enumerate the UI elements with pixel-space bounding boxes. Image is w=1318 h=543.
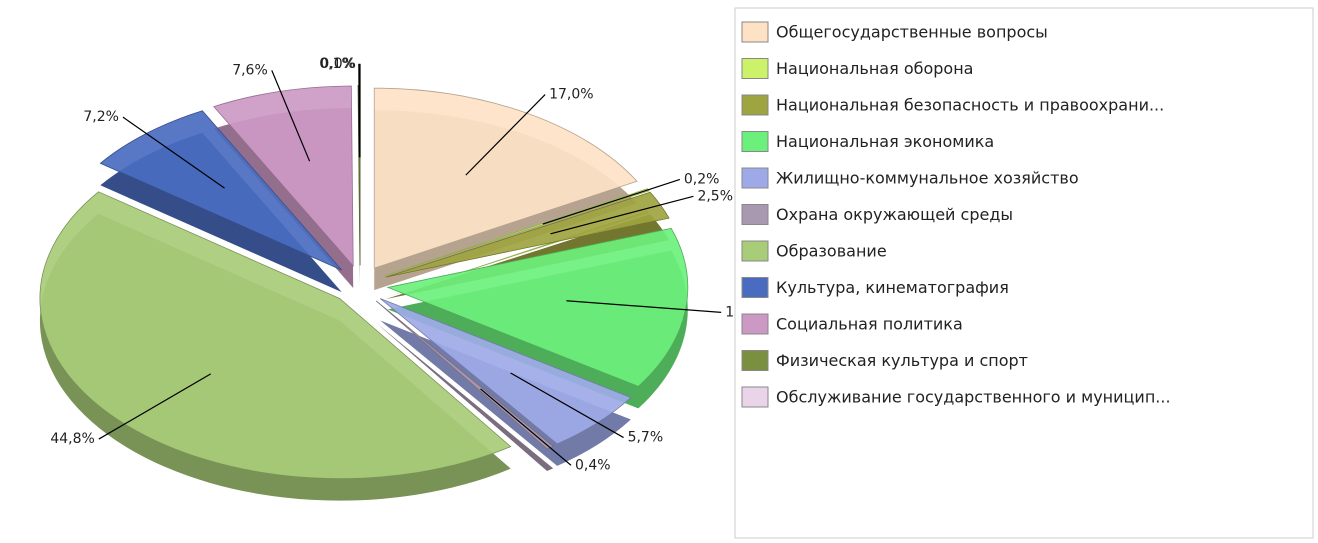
legend-label: Физическая культура и спорт [776,351,1028,370]
leader-line [480,388,572,466]
legend-swatch [741,313,769,335]
pie: 17,0%0,2%2,5%14,6%5,7%0,4%44,8%7,2%7,6%0… [39,56,770,501]
legend-swatch [741,240,769,262]
legend-swatch [741,131,769,152]
legend-swatch [741,94,769,116]
legend-label: Национальная оборона [776,59,973,78]
data-label: 17,0% [549,87,593,103]
legend-label: Социальная политика [776,315,963,334]
data-label: 5,7% [628,430,664,446]
data-label: 7,2% [83,109,119,125]
leader-line [510,372,624,439]
legend-swatch [741,386,769,408]
leader-line [465,94,546,176]
data-label: 0,2% [684,171,720,187]
leader-line [271,70,311,162]
legend-label: Жилищно-коммунальное хозяйство [776,169,1079,188]
data-label: 0,0% [320,56,356,72]
leader-line [122,116,225,189]
legend-label: Охрана окружающей среды [776,205,1013,224]
leader-line [542,178,681,225]
data-label: 7,6% [232,62,268,78]
legend-label: Образование [776,242,887,261]
slice-side [376,322,554,471]
legend-swatch [741,204,769,225]
data-label: 44,8% [50,431,94,447]
leader-line [566,300,722,313]
legend-swatch [741,277,769,298]
leader-line [550,195,694,235]
data-label: 0,4% [575,457,611,473]
data-label: 2,5% [697,188,733,204]
leader-line [98,373,212,440]
legend-box [734,7,1314,539]
legend-label: Национальная безопасность и правоохрани.… [776,96,1164,115]
legend-swatch [741,350,769,371]
legend-label: Обслуживание государственного и муницип.… [776,388,1171,407]
legend-swatch [741,167,769,189]
legend-swatch [741,58,769,79]
legend-label: Национальная экономика [776,132,994,151]
legend-label: Общегосударственные вопросы [776,23,1048,42]
legend-swatch [741,21,769,43]
legend-label: Культура, кинематография [776,278,1009,297]
data-label: 0,1% [319,56,355,72]
legend: Общегосударственные вопросы Национальная … [741,21,1171,408]
